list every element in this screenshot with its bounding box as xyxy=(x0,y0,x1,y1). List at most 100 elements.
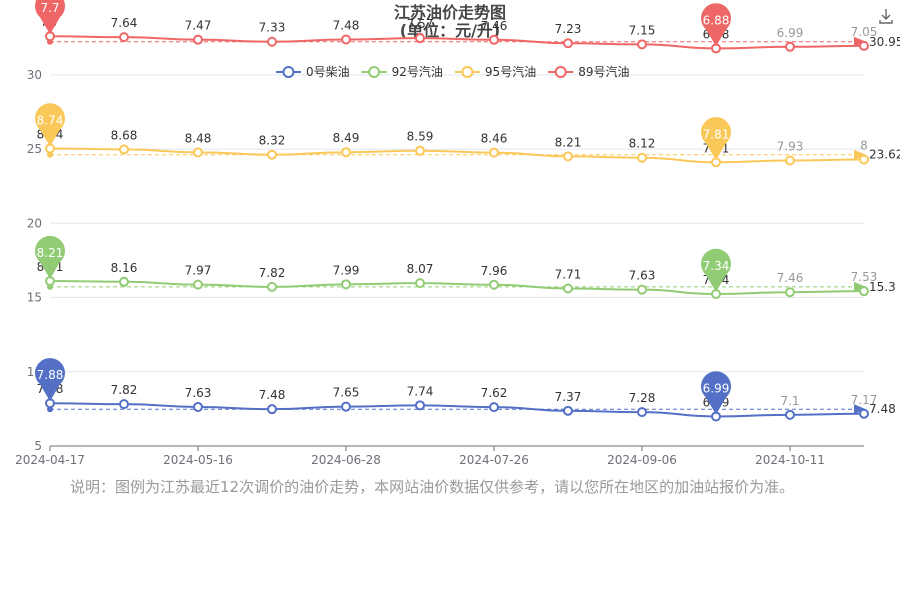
average-line-arrow xyxy=(854,36,866,47)
x-tick-label: 2024-04-17 xyxy=(15,453,85,467)
data-point[interactable] xyxy=(489,34,499,45)
data-point[interactable] xyxy=(341,401,351,412)
data-point[interactable] xyxy=(637,407,647,418)
average-line-arrow xyxy=(854,404,866,415)
data-label: 7.65 xyxy=(333,386,360,400)
data-point[interactable] xyxy=(415,145,425,156)
data-point[interactable] xyxy=(637,284,647,295)
data-label: 7.1 xyxy=(780,394,799,408)
data-point[interactable] xyxy=(341,147,351,158)
data-point[interactable] xyxy=(785,287,795,298)
data-label: 7.05 xyxy=(851,25,878,39)
data-label: 7.62 xyxy=(481,386,508,400)
legend-marker xyxy=(368,66,381,78)
data-point[interactable] xyxy=(489,279,499,290)
series-line xyxy=(49,402,865,418)
chart-title-block: 江苏油价走势图 (单位：元/升) xyxy=(0,4,900,40)
series-line xyxy=(49,35,865,50)
data-point[interactable] xyxy=(341,279,351,290)
data-point[interactable] xyxy=(859,286,869,297)
data-point[interactable] xyxy=(267,36,277,47)
min-pin: 6.88 xyxy=(701,3,732,47)
data-point[interactable] xyxy=(415,278,425,289)
min-pin: 6.99 xyxy=(701,371,732,415)
download-icon[interactable] xyxy=(876,6,896,26)
legend-item[interactable]: 0号柴油 xyxy=(276,65,350,79)
data-point[interactable] xyxy=(341,34,351,45)
data-point[interactable] xyxy=(489,402,499,413)
max-pin: 7.7 xyxy=(35,0,65,35)
data-label: 8.59 xyxy=(407,130,434,144)
legend-item[interactable]: 95号汽油 xyxy=(454,64,536,79)
max-pin-label: 8.74 xyxy=(37,113,64,127)
legend-item[interactable]: 89号汽油 xyxy=(548,64,629,79)
data-label: 7.47 xyxy=(185,19,212,33)
data-point[interactable] xyxy=(415,33,425,44)
data-label: 7.63 xyxy=(185,386,212,400)
data-point[interactable] xyxy=(267,281,277,292)
data-point[interactable] xyxy=(859,154,869,165)
data-point[interactable] xyxy=(785,155,795,166)
data-label: 8 xyxy=(860,138,868,152)
data-point[interactable] xyxy=(563,38,573,49)
data-label: 7.82 xyxy=(111,383,138,397)
data-label: 7.46 xyxy=(481,19,508,33)
max-pin: 8.21 xyxy=(35,235,65,280)
data-point[interactable] xyxy=(267,149,277,160)
data-point[interactable] xyxy=(563,405,573,416)
x-tick-label: 2024-09-06 xyxy=(607,453,677,467)
data-point[interactable] xyxy=(267,404,277,415)
average-line-label: 7.48 xyxy=(869,402,896,416)
data-point[interactable] xyxy=(193,279,203,290)
max-pin: 8.74 xyxy=(35,103,65,147)
data-point[interactable] xyxy=(119,276,129,287)
data-point[interactable] xyxy=(193,147,203,158)
data-label: 8.49 xyxy=(333,131,360,145)
legend-label: 92号汽油 xyxy=(392,64,443,79)
x-tick-label: 2024-07-26 xyxy=(459,453,529,467)
data-point[interactable] xyxy=(637,39,647,50)
data-label: 7.15 xyxy=(629,23,656,37)
data-label: 7.64 xyxy=(111,16,138,30)
data-point[interactable] xyxy=(119,32,129,43)
data-label: 7.57 xyxy=(407,17,434,31)
data-label: 8.32 xyxy=(259,134,286,148)
data-label: 7.82 xyxy=(259,266,286,280)
average-line-label: 30.95 xyxy=(869,35,900,49)
data-label: 7.33 xyxy=(259,21,286,35)
y-tick-label: 20 xyxy=(27,216,42,230)
x-tick-label: 2024-05-16 xyxy=(163,453,233,467)
chart-subtitle: (单位：元/升) xyxy=(399,21,501,40)
legend-item[interactable]: 92号汽油 xyxy=(361,64,443,79)
data-label: 8.68 xyxy=(111,128,138,142)
series-line xyxy=(49,280,865,295)
data-label: 7.53 xyxy=(851,270,878,284)
data-point[interactable] xyxy=(119,144,129,155)
data-point[interactable] xyxy=(563,151,573,162)
data-point[interactable] xyxy=(489,147,499,158)
data-point[interactable] xyxy=(119,399,129,410)
data-label: 7.23 xyxy=(555,22,582,36)
series-line xyxy=(49,147,865,164)
data-point[interactable] xyxy=(193,401,203,412)
min-pin-label: 6.88 xyxy=(703,13,730,27)
data-label: 7.46 xyxy=(777,271,804,285)
max-pin-label: 7.7 xyxy=(40,1,59,15)
data-point[interactable] xyxy=(193,34,203,45)
data-label: 7.17 xyxy=(851,393,878,407)
data-point[interactable] xyxy=(637,152,647,163)
x-tick-label: 2024-10-11 xyxy=(755,453,825,467)
data-point[interactable] xyxy=(563,283,573,294)
data-point[interactable] xyxy=(785,41,795,52)
data-point[interactable] xyxy=(415,400,425,411)
average-line-arrow xyxy=(854,149,866,160)
data-label: 6.99 xyxy=(777,26,804,40)
min-pin: 7.34 xyxy=(701,248,732,292)
legend-label: 0号柴油 xyxy=(306,65,350,79)
data-point[interactable] xyxy=(785,409,795,420)
data-label: 7.74 xyxy=(407,384,434,398)
data-point[interactable] xyxy=(859,40,869,51)
data-point[interactable] xyxy=(859,408,869,419)
min-pin-shape xyxy=(701,248,732,292)
data-label: 7.28 xyxy=(629,391,656,405)
